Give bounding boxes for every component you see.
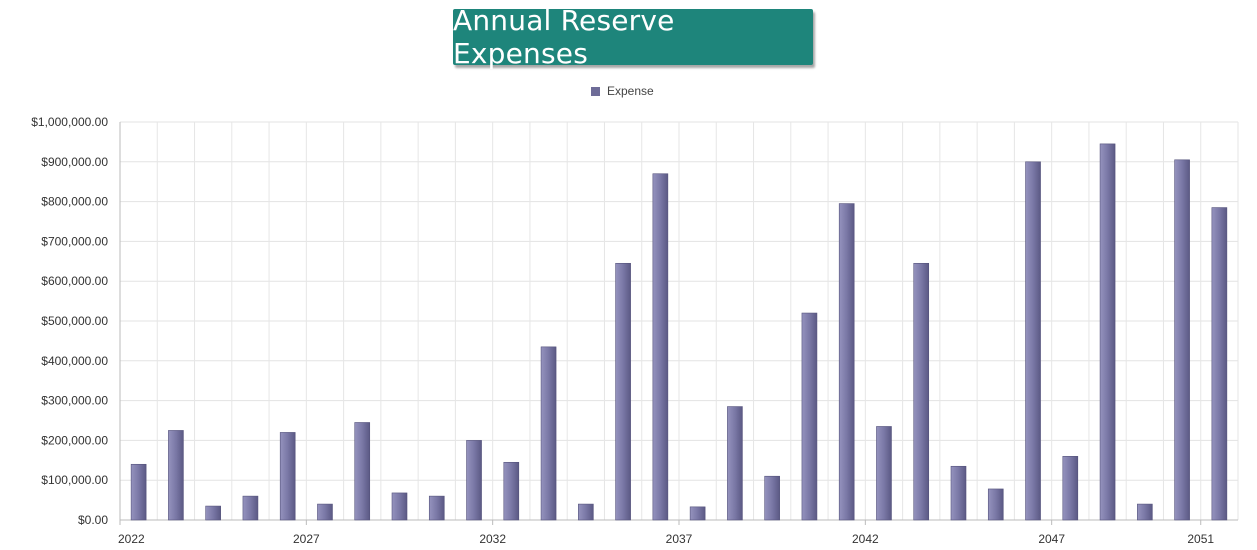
bar-2027 bbox=[317, 503, 333, 521]
bar-2051 bbox=[1211, 207, 1228, 521]
bar-2030 bbox=[428, 495, 445, 521]
y-tick-label: $0.00 bbox=[78, 513, 108, 527]
bar-2044 bbox=[950, 465, 967, 521]
y-tick-label: $600,000.00 bbox=[41, 274, 108, 288]
x-tick-label: 2022 bbox=[118, 532, 145, 546]
bar-2047 bbox=[1062, 456, 1079, 521]
y-tick-label: $900,000.00 bbox=[41, 155, 108, 169]
bar-2042 bbox=[876, 426, 892, 521]
chart-title: Annual Reserve Expenses bbox=[453, 4, 675, 70]
y-tick-label: $200,000.00 bbox=[41, 433, 108, 447]
y-tick-label: $700,000.00 bbox=[41, 234, 108, 248]
bar-2039 bbox=[764, 475, 780, 521]
bar-2046 bbox=[1025, 161, 1041, 521]
bar-2036 bbox=[652, 173, 669, 521]
y-tick-label: $800,000.00 bbox=[41, 195, 108, 209]
bar-2045 bbox=[987, 488, 1004, 521]
x-tick-label: 2027 bbox=[293, 532, 320, 546]
y-axis-ticks: $0.00 $100,000.00 $200,000.00 $300,000.00 $4… bbox=[31, 115, 108, 527]
bar-2029 bbox=[391, 492, 408, 521]
bar-2026 bbox=[279, 432, 296, 521]
bar-2032 bbox=[503, 461, 520, 521]
bar-2024 bbox=[205, 505, 221, 521]
bar-2043 bbox=[913, 262, 930, 521]
x-tick-label: 2042 bbox=[852, 532, 879, 546]
y-tick-label: $100,000.00 bbox=[41, 473, 108, 487]
x-tick-label: 2047 bbox=[1038, 532, 1065, 546]
bar-2022 bbox=[130, 463, 147, 521]
y-tick-label: $300,000.00 bbox=[41, 394, 108, 408]
bar-2031 bbox=[466, 440, 482, 521]
legend-swatch-expense bbox=[591, 86, 600, 96]
x-tick-label: 2051 bbox=[1187, 532, 1214, 546]
bars bbox=[130, 143, 1228, 521]
bar-2050 bbox=[1174, 159, 1190, 521]
bar-2025 bbox=[242, 495, 259, 521]
y-tick-label: $1,000,000.00 bbox=[31, 115, 108, 129]
bar-2041 bbox=[838, 203, 855, 521]
bar-2048 bbox=[1099, 143, 1116, 521]
x-axis-ticks: 2022 2027 2032 2037 2042 2047 2051 bbox=[118, 520, 1214, 546]
bar-2037 bbox=[689, 506, 706, 521]
bar-2049 bbox=[1137, 503, 1153, 521]
bar-2040 bbox=[801, 312, 818, 521]
legend-label-expense: Expense bbox=[607, 84, 654, 98]
x-tick-label: 2037 bbox=[666, 532, 693, 546]
x-tick-label: 2032 bbox=[479, 532, 506, 546]
y-tick-label: $500,000.00 bbox=[41, 314, 108, 328]
chart-title-banner: Annual Reserve Expenses bbox=[453, 4, 813, 70]
bar-2038 bbox=[727, 406, 743, 521]
bar-2023 bbox=[168, 430, 184, 521]
bar-2034 bbox=[578, 503, 594, 521]
bar-2028 bbox=[354, 422, 371, 521]
bar-2035 bbox=[615, 262, 631, 521]
bar-2033 bbox=[540, 346, 557, 521]
legend: Expense bbox=[591, 84, 654, 98]
y-tick-label: $400,000.00 bbox=[41, 354, 108, 368]
